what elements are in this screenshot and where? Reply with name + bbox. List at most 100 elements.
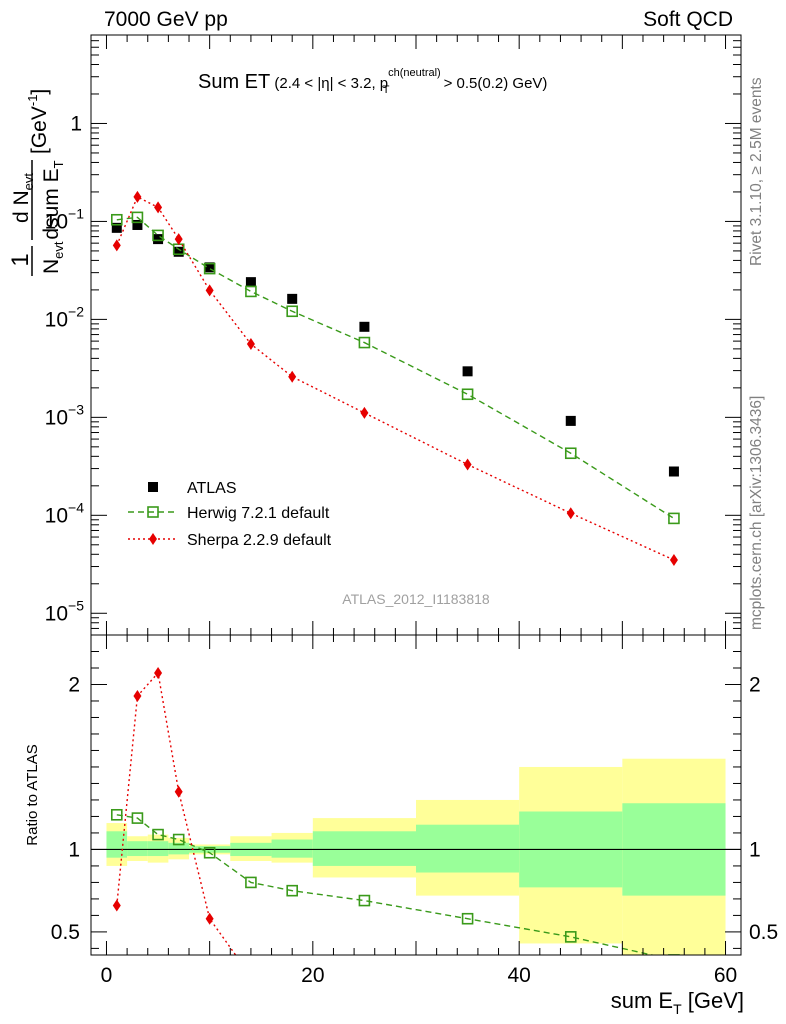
atlas-main-point: [359, 321, 370, 332]
ratio-band-inner: [106, 831, 128, 858]
herwig-main-point: [286, 305, 298, 318]
ratio-band-inner: [416, 824, 520, 873]
atlas-main-point: [565, 415, 576, 426]
y-label-dsum-main: dsum E: [40, 168, 63, 239]
analysis-id-watermark: ATLAS_2012_I1183818: [342, 591, 490, 607]
herwig-ratio-point: [461, 912, 474, 925]
plot-title-superscript: ch(neutral): [388, 67, 441, 79]
ratio-y-tick-label-right: 0.5: [749, 921, 778, 944]
y-tick-mantissa: 10: [45, 406, 68, 429]
herwig-ratio-point: [668, 954, 680, 955]
atlas-main-point: [111, 222, 122, 233]
sherpa-main-point: [154, 201, 163, 214]
y-label-n-main: N: [40, 259, 63, 274]
x-tick-label: 0: [101, 964, 113, 987]
header-right-label: Soft QCD: [643, 8, 733, 31]
x-label-main: sum E: [611, 988, 673, 1013]
sherpa-ratio-point: [174, 785, 183, 798]
herwig-main-point: [245, 285, 257, 298]
y-tick-exponent: −5: [68, 597, 84, 613]
y-label-dn-sub: evt: [21, 173, 36, 191]
x-tick-label: 60: [714, 964, 737, 987]
x-axis-label: sum ET [GeV]: [611, 988, 744, 1017]
ratio-y-tick-label-right: 2: [749, 673, 761, 696]
main-panel-plot-area: [110, 190, 680, 566]
y-tick-label: 10−4: [45, 499, 85, 527]
legend-label-herwig: Herwig 7.2.1 default: [187, 505, 330, 522]
y-tick-label: 10−1: [45, 205, 85, 233]
ratio-panel-plot-area: [91, 666, 741, 1002]
y-tick-label: 10−5: [45, 597, 85, 625]
sherpa-main-point: [288, 370, 297, 383]
ratio-band-inner: [271, 839, 313, 858]
herwig-ratio-point: [564, 931, 577, 943]
ratio-band-inner: [312, 831, 416, 866]
ratio-y-tick-label: 1: [68, 838, 80, 861]
y-label-unit-main: [GeV: [28, 106, 51, 154]
herwig-ratio-point: [245, 876, 257, 889]
y-tick-exponent: −1: [68, 205, 84, 221]
y-label-n: Nevt: [40, 241, 66, 274]
atlas-main-point: [245, 277, 256, 288]
herwig-main-point: [203, 262, 216, 275]
atlas-main-point: [153, 234, 164, 245]
y-label-n-sub: evt: [51, 241, 66, 259]
y-tick-label: 10−2: [45, 303, 85, 331]
herwig-main-point: [110, 213, 123, 226]
sherpa-ratio-point: [360, 987, 368, 999]
header-left-label: 7000 GeV pp: [104, 8, 228, 31]
sherpa-ratio-point: [567, 990, 575, 1002]
ratio-y-tick-label: 0.5: [51, 921, 80, 944]
ratio-y-tick-label-right: 1: [749, 838, 761, 861]
herwig-main-point: [152, 229, 164, 242]
herwig-ratio-line: [116, 814, 656, 955]
plot-title-cut: | < 3.2, p: [330, 75, 389, 92]
atlas-main-point: [204, 262, 215, 273]
y-tick-mantissa: 10: [45, 210, 68, 233]
y-label-dsum: dsum ET: [40, 160, 66, 239]
y-label-dsum-sub: T: [51, 160, 66, 168]
atlas-main-point: [287, 293, 298, 304]
y-label-unit-close: ]: [28, 89, 51, 95]
ratio-y-axis-label: Ratio to ATLAS: [24, 744, 41, 845]
y-tick-exponent: −3: [68, 401, 84, 417]
legend-label-sherpa: Sherpa 2.2.9 default: [187, 532, 332, 549]
x-label-sub: T: [673, 1001, 682, 1017]
sherpa-ratio-point: [288, 982, 296, 994]
y-tick-exponent: −2: [68, 303, 84, 319]
y-tick-label: 10−3: [45, 401, 85, 429]
sherpa-main-point: [463, 458, 472, 471]
x-label-unit: [GeV]: [682, 988, 744, 1013]
sherpa-main-point: [133, 190, 142, 203]
legend-marker-herwig: [147, 506, 159, 518]
legend-marker-sherpa: [149, 533, 157, 545]
herwig-ratio-point: [203, 846, 216, 859]
y-label-unit-exp: -1: [25, 95, 40, 107]
y-label-unit: [GeV-1]: [25, 89, 51, 154]
herwig-main-point: [358, 336, 371, 349]
sherpa-ratio-point: [112, 899, 121, 912]
x-tick-label: 20: [301, 964, 324, 987]
herwig-ratio-point: [110, 808, 123, 821]
herwig-ratio-point: [172, 833, 185, 846]
plot-title: Sum ET (2.4 < |η| < 3.2, pch(neutral) T >…: [198, 67, 547, 96]
ratio-band-inner: [168, 842, 190, 855]
sherpa-ratio-point: [154, 666, 163, 679]
ratio-band-inner: [147, 841, 169, 857]
y-tick-exponent: −4: [68, 499, 84, 515]
sherpa-main-point: [205, 284, 214, 297]
herwig-main-point: [564, 447, 577, 460]
atlas-main-point: [462, 366, 473, 377]
y-tick-mantissa: 10: [45, 308, 68, 331]
sherpa-main-point: [360, 406, 369, 419]
herwig-main-point: [668, 512, 680, 525]
herwig-main-point: [461, 388, 474, 401]
plot-title-eta: η: [321, 75, 329, 92]
sherpa-ratio-point: [464, 990, 472, 1002]
atlas-main-point: [173, 246, 184, 257]
plot-title-cut: > 0.5(0.2) GeV): [439, 75, 547, 92]
herwig-ratio-point: [358, 894, 371, 907]
y-tick-mantissa: 10: [45, 504, 68, 527]
